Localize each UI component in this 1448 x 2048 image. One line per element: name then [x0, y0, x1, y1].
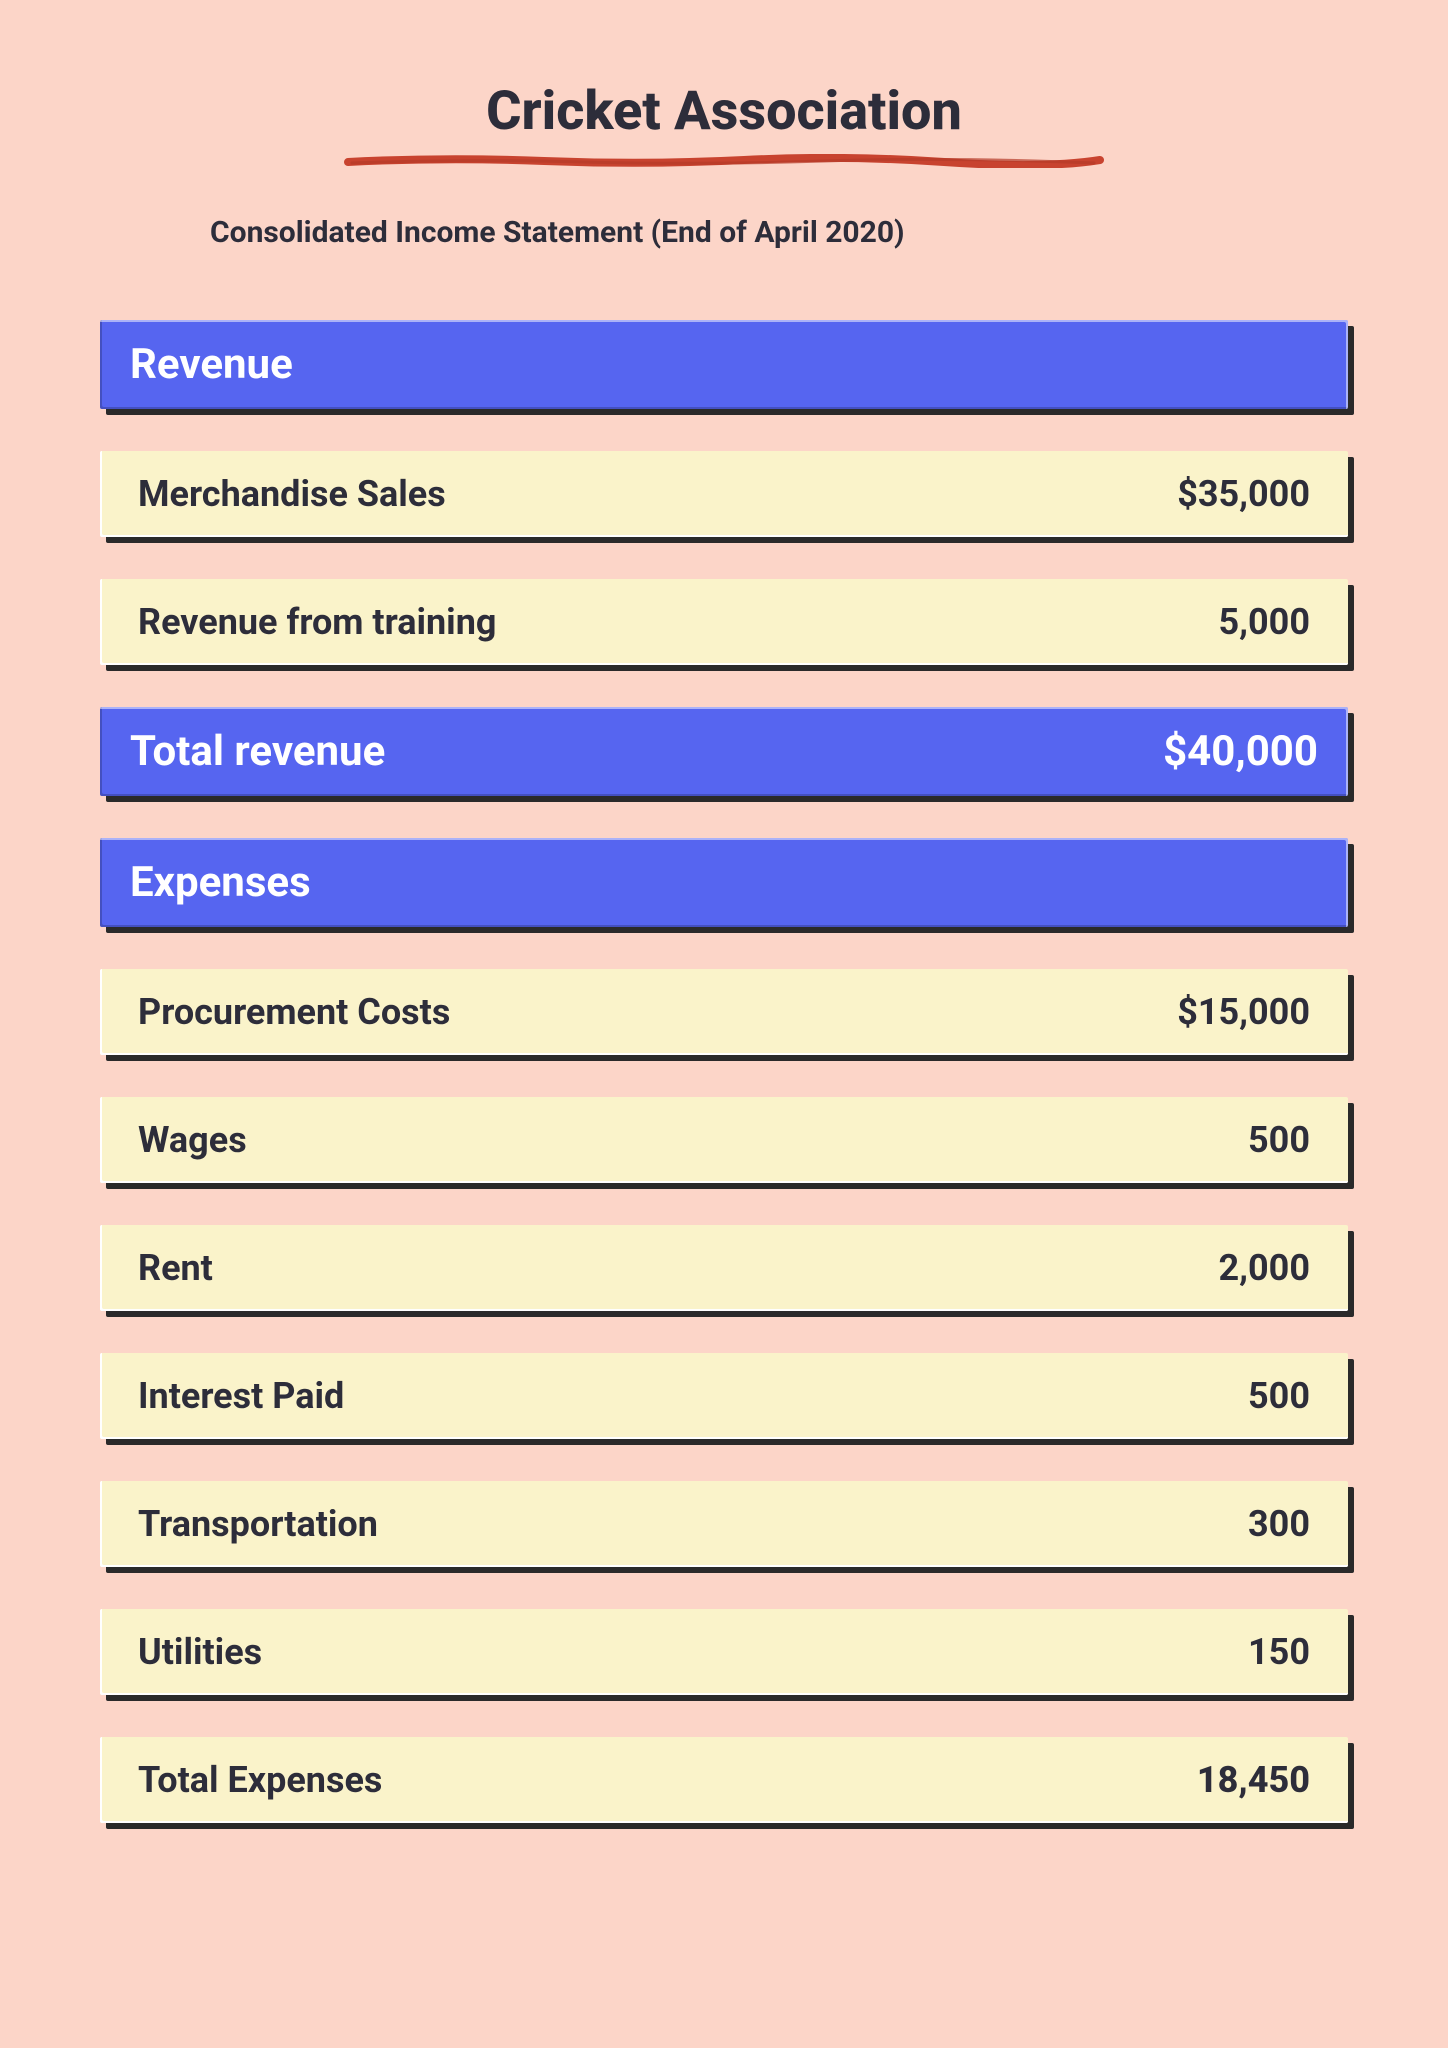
interest-value: 500 [1248, 1375, 1310, 1417]
expenses-header-label: Expenses [130, 858, 1318, 907]
interest-label: Interest Paid [138, 1375, 344, 1417]
utilities-value: 150 [1248, 1631, 1310, 1673]
procurement-label: Procurement Costs [138, 991, 450, 1033]
total-expenses-label: Total Expenses [138, 1759, 382, 1801]
row-merchandise: Merchandise Sales $35,000 [100, 451, 1348, 537]
merchandise-label: Merchandise Sales [138, 473, 446, 515]
row-procurement: Procurement Costs $15,000 [100, 969, 1348, 1055]
utilities-label: Utilities [138, 1631, 262, 1673]
row-utilities: Utilities 150 [100, 1609, 1348, 1695]
row-interest: Interest Paid 500 [100, 1353, 1348, 1439]
transportation-value: 300 [1248, 1503, 1310, 1545]
total-revenue-row: Total revenue $40,000 [100, 707, 1348, 796]
title-underline [344, 153, 1104, 167]
total-revenue-label: Total revenue [130, 727, 1163, 776]
procurement-value: $15,000 [1177, 991, 1310, 1033]
total-revenue-value: $40,000 [1163, 727, 1318, 776]
revenue-header: Revenue [100, 320, 1348, 409]
total-expenses-value: 18,450 [1197, 1759, 1310, 1801]
row-rent: Rent 2,000 [100, 1225, 1348, 1311]
transportation-label: Transportation [138, 1503, 378, 1545]
training-label: Revenue from training [138, 601, 496, 643]
wages-label: Wages [138, 1119, 247, 1161]
row-transportation: Transportation 300 [100, 1481, 1348, 1567]
merchandise-value: $35,000 [1177, 473, 1310, 515]
row-total-expenses: Total Expenses 18,450 [100, 1737, 1348, 1823]
training-value: 5,000 [1219, 601, 1310, 643]
row-wages: Wages 500 [100, 1097, 1348, 1183]
rent-label: Rent [138, 1247, 213, 1289]
wages-value: 500 [1248, 1119, 1310, 1161]
expenses-header: Expenses [100, 838, 1348, 927]
page-title: Cricket Association [100, 80, 1348, 143]
row-training: Revenue from training 5,000 [100, 579, 1348, 665]
subtitle: Consolidated Income Statement (End of Ap… [210, 215, 1348, 250]
rent-value: 2,000 [1219, 1247, 1310, 1289]
revenue-header-label: Revenue [130, 340, 1318, 389]
